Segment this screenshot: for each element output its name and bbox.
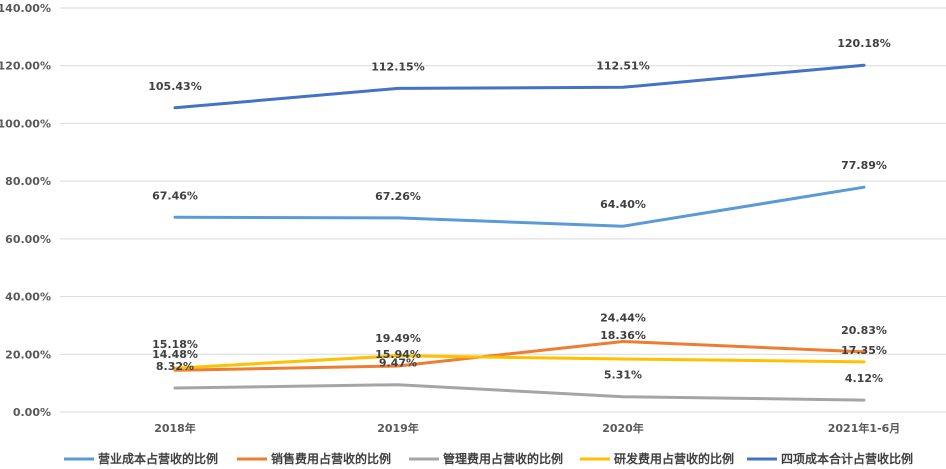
data-label: 24.44% xyxy=(600,311,646,324)
legend-entry: 研发费用占营收的比例 xyxy=(614,451,734,466)
data-label: 20.83% xyxy=(841,324,887,337)
data-label: 120.18% xyxy=(837,37,890,50)
y-tick-label: 60.00% xyxy=(5,233,51,246)
series-lines xyxy=(173,63,866,402)
y-tick-label: 140.00% xyxy=(0,2,51,15)
data-label: 15.18% xyxy=(152,338,198,351)
y-tick-label: 120.00% xyxy=(0,60,51,73)
series-line-0 xyxy=(173,185,866,228)
y-tick-label: 100.00% xyxy=(0,117,51,130)
x-tick-label: 2021年1-6月 xyxy=(828,421,901,435)
data-label: 18.36% xyxy=(600,329,646,342)
data-label: 4.12% xyxy=(845,372,883,385)
x-tick-label: 2019年 xyxy=(377,421,419,435)
data-label: 8.32% xyxy=(156,360,194,373)
x-axis-ticks: 2018年 2019年 2020年 2021年1-6月 xyxy=(154,421,900,435)
data-label: 67.26% xyxy=(375,190,421,203)
y-axis-ticks: 0.00% 20.00% 40.00% 60.00% 80.00% 100.00% 120.… xyxy=(0,2,51,419)
data-label: 112.15% xyxy=(371,60,424,73)
legend-entry: 四项成本合计占营收比例 xyxy=(781,451,913,466)
y-tick-label: 80.00% xyxy=(5,175,51,188)
data-label: 77.89% xyxy=(841,159,887,172)
legend-entry: 管理费用占营收的比例 xyxy=(443,451,563,466)
y-tick-label: 40.00% xyxy=(5,291,51,304)
data-label: 105.43% xyxy=(148,80,201,93)
legend-entry: 销售费用占营收的比例 xyxy=(271,451,391,466)
data-labels: 67.46% 67.26% 64.40% 77.89% 14.48% 15.94% 24.4… xyxy=(148,37,890,385)
legend-entry: 营业成本占营收的比例 xyxy=(98,451,218,466)
series-line-2 xyxy=(173,383,866,402)
x-tick-label: 2018年 xyxy=(154,421,196,435)
legend: 营业成本占营收的比例 销售费用占营收的比例 管理费用占营收的比例 研发费用占营收的比例… xyxy=(64,451,913,466)
data-label: 14.48% xyxy=(152,348,198,361)
gridlines xyxy=(60,7,946,413)
y-tick-label: 20.00% xyxy=(5,348,51,361)
data-label: 17.35% xyxy=(841,344,887,357)
data-label: 64.40% xyxy=(600,198,646,211)
y-tick-label: 0.00% xyxy=(13,406,51,419)
series-line-3 xyxy=(173,354,866,370)
series-line-4 xyxy=(173,63,866,110)
data-label: 67.46% xyxy=(152,189,198,202)
x-tick-label: 2020年 xyxy=(602,421,644,435)
data-label: 9.47% xyxy=(379,357,417,370)
data-label: 19.49% xyxy=(375,332,421,345)
data-label: 15.94% xyxy=(375,348,421,361)
data-label: 5.31% xyxy=(604,369,642,382)
data-label: 112.51% xyxy=(596,59,649,72)
series-line-1 xyxy=(173,340,866,372)
